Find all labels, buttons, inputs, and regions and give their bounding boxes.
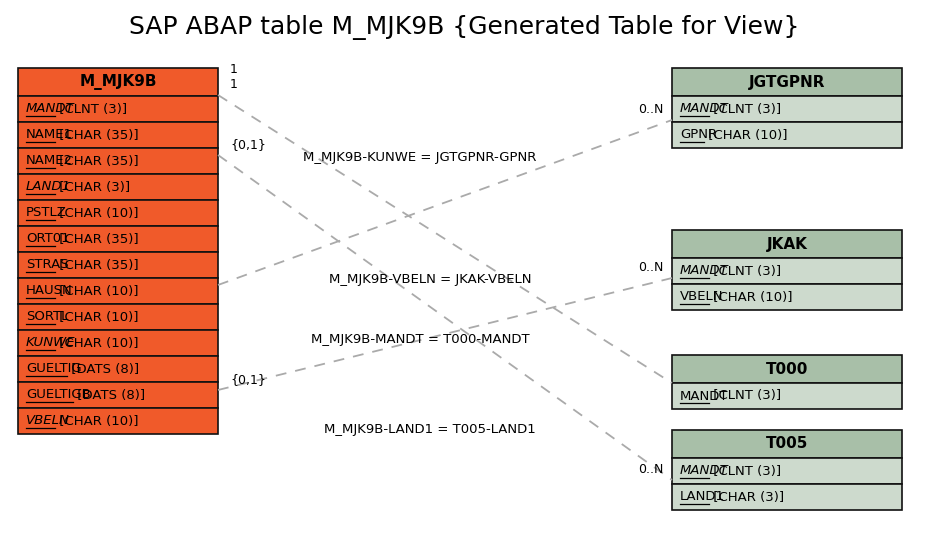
Text: GUELTIG: GUELTIG — [26, 362, 82, 376]
Text: [CHAR (10)]: [CHAR (10)] — [56, 337, 139, 350]
Text: {0,1}: {0,1} — [230, 373, 266, 386]
Text: [CHAR (35)]: [CHAR (35)] — [56, 128, 139, 142]
Text: [CHAR (3)]: [CHAR (3)] — [708, 490, 783, 503]
Bar — [18, 96, 218, 122]
Text: SORTL: SORTL — [26, 311, 69, 323]
Text: MANDT: MANDT — [679, 389, 728, 402]
Bar — [18, 356, 218, 382]
Text: 0..N: 0..N — [638, 261, 664, 274]
Text: KUNWE: KUNWE — [26, 337, 75, 350]
Bar — [671, 284, 901, 310]
Bar — [671, 122, 901, 148]
Bar — [18, 200, 218, 226]
Text: [CHAR (35)]: [CHAR (35)] — [56, 259, 139, 272]
Text: PSTLZ: PSTLZ — [26, 206, 67, 220]
Bar — [671, 484, 901, 510]
Text: MANDT: MANDT — [679, 464, 728, 478]
Text: SAP ABAP table M_MJK9B {Generated Table for View}: SAP ABAP table M_MJK9B {Generated Table … — [129, 15, 798, 41]
Bar — [18, 174, 218, 200]
Bar — [671, 68, 901, 96]
Bar — [18, 252, 218, 278]
Bar — [671, 230, 901, 258]
Bar — [671, 430, 901, 458]
Text: NAME2: NAME2 — [26, 154, 73, 167]
Bar — [18, 278, 218, 304]
Text: MANDT: MANDT — [26, 103, 75, 115]
Text: MANDT: MANDT — [679, 103, 728, 115]
Text: 1
1: 1 1 — [230, 63, 237, 91]
Text: T005: T005 — [765, 436, 807, 451]
Text: LAND1: LAND1 — [26, 181, 71, 193]
Text: [CLNT (3)]: [CLNT (3)] — [708, 265, 781, 277]
Text: JGTGPNR: JGTGPNR — [748, 75, 824, 89]
Bar — [671, 355, 901, 383]
Bar — [671, 96, 901, 122]
Bar — [18, 68, 218, 96]
Bar — [671, 458, 901, 484]
Text: T000: T000 — [765, 361, 807, 377]
Text: [CHAR (10)]: [CHAR (10)] — [56, 414, 139, 428]
Text: M_MJK9B-MANDT = T000-MANDT: M_MJK9B-MANDT = T000-MANDT — [311, 333, 528, 346]
Text: [DATS (8)]: [DATS (8)] — [73, 389, 146, 401]
Text: [CLNT (3)]: [CLNT (3)] — [56, 103, 127, 115]
Text: M_MJK9B-LAND1 = T005-LAND1: M_MJK9B-LAND1 = T005-LAND1 — [324, 423, 535, 436]
Bar — [671, 258, 901, 284]
Text: JKAK: JKAK — [766, 237, 806, 251]
Bar — [671, 383, 901, 409]
Text: LAND1: LAND1 — [679, 490, 724, 503]
Text: VBELN: VBELN — [679, 290, 723, 304]
Text: 0..N: 0..N — [638, 103, 664, 116]
Text: [CHAR (35)]: [CHAR (35)] — [56, 232, 139, 245]
Text: M_MJK9B: M_MJK9B — [79, 74, 157, 90]
Bar — [18, 226, 218, 252]
Bar — [18, 304, 218, 330]
Text: VBELN: VBELN — [26, 414, 70, 428]
Text: [CHAR (10)]: [CHAR (10)] — [703, 128, 786, 142]
Bar — [18, 122, 218, 148]
Text: [CLNT (3)]: [CLNT (3)] — [708, 464, 781, 478]
Text: NAME1: NAME1 — [26, 128, 73, 142]
Text: GPNR: GPNR — [679, 128, 717, 142]
Bar — [18, 408, 218, 434]
Text: [CLNT (3)]: [CLNT (3)] — [708, 103, 781, 115]
Text: [CLNT (3)]: [CLNT (3)] — [708, 389, 781, 402]
Text: [CHAR (10)]: [CHAR (10)] — [56, 311, 139, 323]
Text: [DATS (8)]: [DATS (8)] — [67, 362, 139, 376]
Text: HAUSN: HAUSN — [26, 284, 72, 298]
Text: [CHAR (3)]: [CHAR (3)] — [56, 181, 131, 193]
Bar — [18, 330, 218, 356]
Text: 0..N: 0..N — [638, 463, 664, 476]
Text: STRAS: STRAS — [26, 259, 69, 272]
Text: MANDT: MANDT — [679, 265, 728, 277]
Bar — [18, 382, 218, 408]
Text: {0,1}: {0,1} — [230, 138, 266, 151]
Text: GUELTIGB: GUELTIGB — [26, 389, 91, 401]
Text: [CHAR (10)]: [CHAR (10)] — [56, 284, 139, 298]
Text: ORT01: ORT01 — [26, 232, 70, 245]
Text: [CHAR (35)]: [CHAR (35)] — [56, 154, 139, 167]
Bar — [18, 148, 218, 174]
Text: M_MJK9B-KUNWE = JGTGPNR-GPNR: M_MJK9B-KUNWE = JGTGPNR-GPNR — [303, 152, 536, 165]
Text: [CHAR (10)]: [CHAR (10)] — [708, 290, 792, 304]
Text: M_MJK9B-VBELN = JKAK-VBELN: M_MJK9B-VBELN = JKAK-VBELN — [328, 273, 530, 287]
Text: [CHAR (10)]: [CHAR (10)] — [56, 206, 139, 220]
